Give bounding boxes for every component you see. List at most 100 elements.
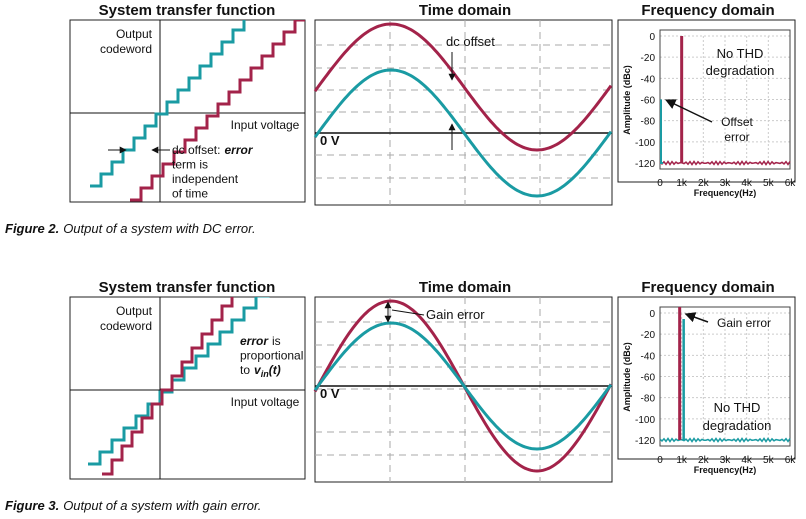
annotation: degradation: [706, 63, 775, 78]
annotation: Gain error: [717, 316, 771, 330]
note-text: dc offset:: [172, 143, 220, 157]
note-text: v: [254, 363, 262, 377]
zero-label: 0 V: [320, 386, 340, 401]
zero-label: 0 V: [320, 133, 340, 148]
y-tick-label: -20: [641, 53, 656, 64]
y-tick-label: -80: [641, 394, 656, 405]
note-line: term is: [172, 158, 208, 172]
plot-frame: [659, 306, 791, 447]
caption-text: Output of a system with DC error.: [63, 221, 255, 236]
note-text: (t): [269, 363, 281, 377]
annotation: No THD: [714, 400, 761, 415]
note-text: of time: [172, 187, 208, 201]
x-tick-label: 3k: [720, 178, 732, 189]
note-line: proportional: [240, 349, 303, 363]
axis-label: Input voltage: [231, 395, 300, 409]
caption-label: Figure 2.: [5, 221, 59, 236]
stair-line: [90, 20, 246, 188]
note-line: error is: [240, 334, 281, 348]
note-text: is: [272, 334, 281, 348]
panel-frame: [617, 19, 796, 183]
caption-text: Output of a system with gain error.: [63, 498, 261, 513]
annotation: dc offset: [446, 34, 495, 49]
caption: Figure 2. Output of a system with DC erro…: [5, 221, 256, 236]
y-tick-label: -80: [641, 117, 656, 128]
x-tick-label: 4k: [741, 178, 753, 189]
panel-frame: [617, 296, 796, 460]
axis-label: codeword: [100, 42, 152, 56]
caption: Figure 3. Output of a system with gain er…: [5, 498, 261, 513]
y-tick-label: 0: [649, 309, 655, 320]
y-tick-label: -120: [635, 159, 655, 170]
stairs: [88, 297, 270, 476]
stair-line: [130, 20, 305, 202]
panel-title: System transfer function: [99, 2, 276, 19]
annotation: No THD: [717, 46, 764, 61]
stairs: [90, 20, 305, 202]
noise-floor: [659, 160, 791, 166]
axis-label: Output: [116, 304, 153, 318]
x-tick-label: 1k: [676, 455, 688, 466]
stair-line: [102, 297, 234, 476]
x-tick-label: 5k: [763, 455, 775, 466]
axis-label: Frequency(Hz): [694, 188, 757, 198]
x-tick-label: 6k: [785, 178, 797, 189]
y-tick-label: 0: [649, 32, 655, 43]
x-tick-label: 5k: [763, 178, 775, 189]
note-text: to: [240, 363, 250, 377]
panel-title: Time domain: [419, 2, 511, 19]
y-tick-label: -20: [641, 330, 656, 341]
note-text: error: [224, 143, 253, 157]
y-tick-label: -120: [635, 436, 655, 447]
x-tick-label: 3k: [720, 455, 732, 466]
waveform: [313, 68, 613, 198]
note-line: independent: [172, 172, 239, 186]
y-tick-label: -60: [641, 96, 656, 107]
note-text: independent: [172, 172, 239, 186]
note-text: proportional: [240, 349, 303, 363]
waveform: [313, 22, 613, 152]
axis-label: codeword: [100, 319, 152, 333]
panel-title: Frequency domain: [641, 279, 774, 296]
x-tick-label: 0: [657, 178, 663, 189]
note-line: of time: [172, 187, 208, 201]
annotation: degradation: [703, 418, 772, 433]
arrow: [665, 99, 713, 123]
note-text: in: [261, 369, 270, 379]
y-tick-label: -60: [641, 373, 656, 384]
y-tick-label: -100: [635, 138, 655, 149]
panel-frame: [69, 19, 306, 203]
arrow: [684, 312, 709, 323]
y-tick-label: -40: [641, 351, 656, 362]
x-tick-label: 4k: [741, 455, 753, 466]
waveform: [313, 321, 613, 451]
note-line: to vin(t): [240, 363, 281, 379]
axis-label: Frequency(Hz): [694, 465, 757, 475]
x-tick-label: 0: [657, 455, 663, 466]
annotation: Gain error: [426, 307, 485, 322]
panel-frame: [69, 296, 306, 480]
axis-label: Amplitude (dBc): [622, 65, 632, 135]
note-text: term is: [172, 158, 208, 172]
panel-title: Time domain: [419, 279, 511, 296]
noise-floor: [659, 437, 791, 443]
note-line: dc offset: error: [172, 143, 254, 157]
y-tick-label: -100: [635, 415, 655, 426]
leader: [391, 309, 425, 316]
note-text: error: [240, 334, 269, 348]
caption-label: Figure 3.: [5, 498, 59, 513]
panel-title: Frequency domain: [641, 2, 774, 19]
x-tick-label: 1k: [676, 178, 688, 189]
axis-label: Input voltage: [231, 118, 300, 132]
y-tick-label: -40: [641, 74, 656, 85]
stair-line: [88, 297, 270, 466]
axis-label: Output: [116, 27, 153, 41]
annotation: error: [724, 130, 749, 144]
axis-label: Amplitude (dBc): [622, 342, 632, 412]
x-tick-label: 2k: [698, 178, 710, 189]
x-tick-label: 6k: [785, 455, 797, 466]
panel-title: System transfer function: [99, 279, 276, 296]
x-tick-label: 2k: [698, 455, 710, 466]
spectrum: [660, 99, 663, 164]
